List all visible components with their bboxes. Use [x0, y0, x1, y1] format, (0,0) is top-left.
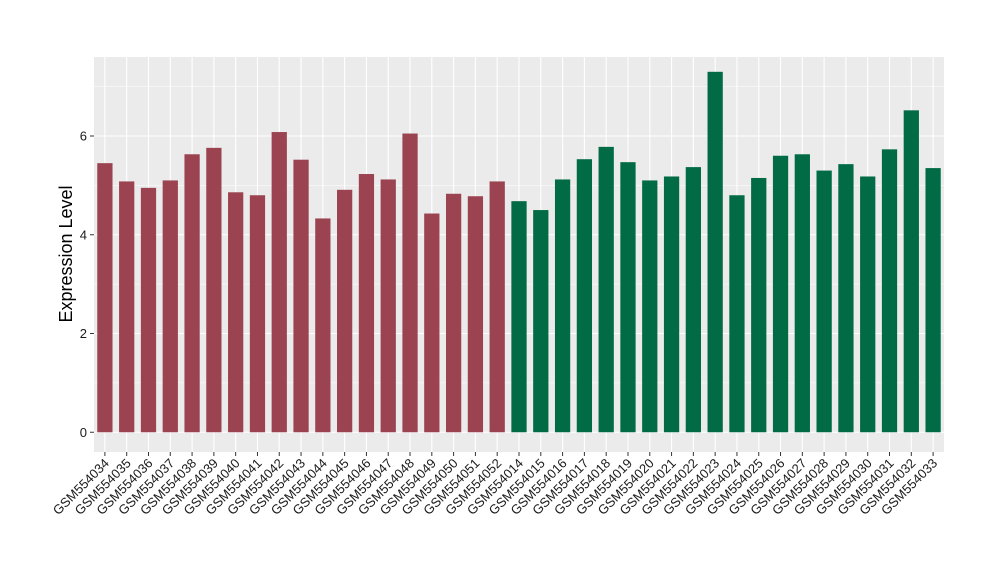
bar [424, 213, 440, 433]
bars [97, 71, 941, 433]
bar [751, 177, 767, 433]
bar [315, 218, 331, 433]
y-tick-label: 2 [80, 326, 87, 341]
bar [685, 167, 701, 433]
bar [576, 159, 593, 433]
bar [860, 176, 876, 433]
bar [249, 195, 266, 433]
bar [271, 132, 287, 433]
bar [838, 164, 854, 433]
bar [511, 201, 527, 433]
bar [881, 149, 898, 433]
bar [489, 181, 505, 433]
bar [620, 162, 636, 433]
bar [293, 159, 309, 433]
bar [380, 179, 396, 433]
bar [206, 147, 222, 433]
y-axis: 0 2 4 6 [80, 129, 94, 440]
bar [358, 174, 375, 433]
bar [925, 168, 941, 433]
bar [184, 154, 200, 433]
bar [816, 170, 832, 433]
bar [140, 187, 157, 433]
bar [903, 110, 919, 433]
bar [554, 179, 571, 433]
bar [707, 71, 723, 433]
bar [402, 133, 418, 433]
bar [533, 210, 549, 433]
bar [228, 192, 244, 433]
y-tick-label: 6 [80, 129, 87, 144]
y-tick-label: 4 [80, 227, 87, 242]
bar [772, 155, 789, 433]
bar [598, 146, 614, 433]
bar [467, 196, 484, 433]
bar [119, 181, 135, 433]
bar [97, 163, 113, 433]
y-tick-label: 0 [80, 425, 87, 440]
bar [663, 176, 680, 433]
bar [729, 195, 745, 433]
x-axis: GSM554034GSM554035GSM554036GSM554037GSM5… [50, 452, 940, 518]
bar [794, 154, 810, 433]
bar [642, 180, 658, 433]
bar [337, 189, 353, 433]
bar [445, 193, 462, 433]
bar [162, 180, 178, 433]
y-axis-title: Expression Level [56, 185, 76, 322]
